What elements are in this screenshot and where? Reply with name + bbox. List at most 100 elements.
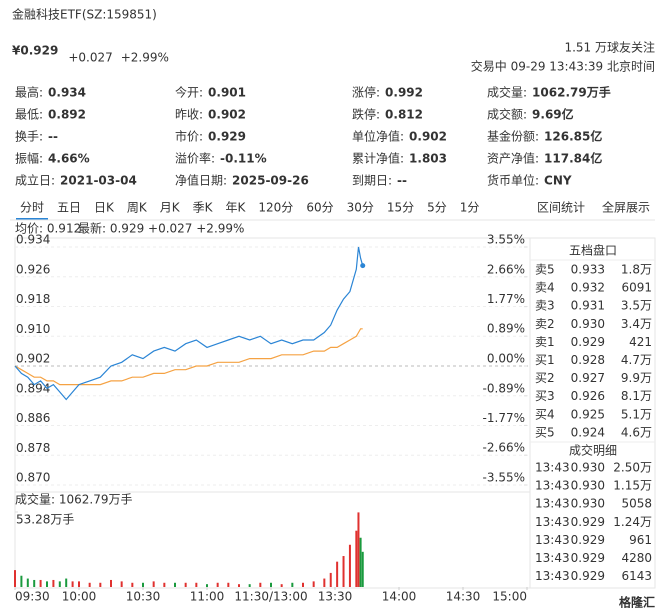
latest-dot xyxy=(360,263,366,269)
volume-bar xyxy=(26,578,29,587)
stat-value: 9.69亿 xyxy=(532,107,574,122)
volume-bar xyxy=(357,512,360,587)
y-tick-label: 0.926 xyxy=(16,262,50,276)
book-volume: 4.6万 xyxy=(621,425,652,439)
volume-bar xyxy=(259,582,262,587)
x-tick-label: 11:00 xyxy=(190,590,225,604)
status: 交易中 09-29 13:43:39 北京时间 xyxy=(471,59,655,74)
link[interactable]: 全屏展示 xyxy=(602,200,650,215)
volume-bar xyxy=(355,530,358,587)
volume-bar xyxy=(280,584,283,587)
y2-tick-label: -1.77% xyxy=(483,411,525,425)
book-volume: 1.8万 xyxy=(621,263,652,277)
link[interactable]: 区间统计 xyxy=(537,201,585,215)
tab[interactable]: 5分 xyxy=(427,201,447,215)
volume-bar xyxy=(348,544,351,587)
stat-value: 1062.79万手 xyxy=(532,85,611,100)
volume-bar xyxy=(46,581,48,587)
y2-tick-label: 0.89% xyxy=(487,322,525,336)
trade-price: 0.929 xyxy=(571,533,605,547)
volume-bar xyxy=(361,551,364,587)
book-label: 卖4 xyxy=(535,281,555,295)
tab[interactable]: 120分 xyxy=(258,201,293,215)
trade-price: 0.930 xyxy=(571,479,605,493)
trade-volume: 1.24万 xyxy=(613,515,652,529)
book-volume: 6091 xyxy=(621,281,652,295)
stat-label: 振幅: xyxy=(15,151,43,166)
tab[interactable]: 30分 xyxy=(347,201,374,215)
volume-bar xyxy=(65,578,68,587)
book-label: 卖5 xyxy=(535,263,555,277)
book-volume: 5.1万 xyxy=(621,407,652,421)
volume-bar xyxy=(270,582,272,587)
stat-label: 成立日: xyxy=(15,173,55,188)
book-volume: 8.1万 xyxy=(621,389,652,403)
volume-tick-label: 53.28万手 xyxy=(16,513,74,527)
tab[interactable]: 60分 xyxy=(306,201,333,215)
trades-title: 成交明细 xyxy=(569,443,617,458)
stat-value: 0.892 xyxy=(48,108,86,122)
tab[interactable]: 年K xyxy=(226,201,247,215)
trade-time: 13:43 xyxy=(535,533,570,547)
stat-value: 0.934 xyxy=(48,86,86,100)
tab[interactable]: 周K xyxy=(127,201,148,215)
stat-value: 0.901 xyxy=(208,86,246,100)
stat-label: 涨停: xyxy=(352,85,380,100)
y2-tick-label: 2.66% xyxy=(487,262,525,276)
tab[interactable]: 月K xyxy=(160,201,181,215)
stat-label: 昨收: xyxy=(175,108,203,122)
x-tick-label: 11:30/13:00 xyxy=(234,590,307,604)
book-label: 买1 xyxy=(535,353,555,367)
trade-time: 13:43 xyxy=(535,515,570,529)
book-price: 0.925 xyxy=(571,407,605,421)
x-tick-label: 14:30 xyxy=(446,590,481,604)
volume-bar xyxy=(302,582,304,587)
trade-price: 0.930 xyxy=(571,497,605,511)
x-tick-label: 10:00 xyxy=(62,590,97,604)
volume-bar xyxy=(142,582,144,587)
tab[interactable]: 1分 xyxy=(460,201,480,215)
tab[interactable]: 季K xyxy=(193,201,214,215)
trade-volume: 6143 xyxy=(621,569,652,583)
y2-tick-label: 1.77% xyxy=(487,292,525,306)
volume-bar xyxy=(227,582,230,587)
stat-value: -- xyxy=(48,130,58,144)
trade-price: 0.930 xyxy=(571,461,605,475)
stat-value: 0.902 xyxy=(208,108,246,122)
trade-time: 13:43 xyxy=(535,551,570,565)
tab[interactable]: 五日 xyxy=(57,201,81,215)
y-tick-label: 0.918 xyxy=(16,292,50,306)
y-tick-label: 0.910 xyxy=(16,322,50,336)
book-label: 买2 xyxy=(535,371,555,385)
volume-bar xyxy=(58,581,61,587)
volume-bar xyxy=(163,582,166,587)
trade-price: 0.929 xyxy=(571,515,605,529)
stat-label: 今开: xyxy=(175,85,203,100)
stat-label: 到期日: xyxy=(352,174,392,188)
stat-value: 2025-09-26 xyxy=(232,174,309,188)
book-price: 0.932 xyxy=(571,281,605,295)
followers: 1.51 万球友关注 xyxy=(564,40,655,55)
y-tick-label: 0.902 xyxy=(16,352,50,366)
volume-bar xyxy=(206,584,208,587)
change: +0.027 xyxy=(68,51,112,65)
volume-bar xyxy=(216,582,219,587)
tab[interactable]: 15分 xyxy=(387,201,414,215)
x-tick-label: 15:00 xyxy=(492,590,527,604)
tab[interactable]: 分时 xyxy=(20,201,44,215)
trade-volume: 1.15万 xyxy=(613,479,652,493)
stat-label: 净值日期: xyxy=(175,173,227,188)
x-tick-label: 09:30 xyxy=(15,590,50,604)
book-price: 0.924 xyxy=(571,425,605,439)
book-price: 0.926 xyxy=(571,389,605,403)
y-tick-label: 0.894 xyxy=(16,381,50,395)
volume-bar xyxy=(33,579,36,587)
stat-label: 最高: xyxy=(15,85,43,100)
stat-label: 市价: xyxy=(175,129,203,144)
stat-label: 跌停: xyxy=(352,107,380,122)
x-tick-label: 10:30 xyxy=(126,590,161,604)
trade-price: 0.929 xyxy=(571,569,605,583)
tab[interactable]: 日K xyxy=(94,201,115,215)
volume-bar xyxy=(120,581,123,587)
y2-tick-label: 3.55% xyxy=(487,233,525,247)
